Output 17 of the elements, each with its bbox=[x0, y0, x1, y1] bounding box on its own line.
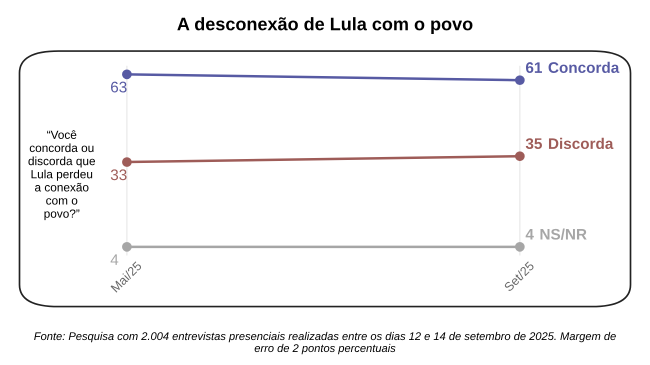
point bbox=[122, 242, 132, 252]
data-label: 33 bbox=[110, 169, 127, 180]
source-note: Fonte: Pesquisa com 2.004 entrevistas presenciais realizadas entre os dias 12 e 14 de setembro de 2025. Margem de erro de 2 pontos percentuais bbox=[34, 332, 616, 354]
series-label: Concorda bbox=[548, 62, 620, 73]
point bbox=[514, 75, 525, 86]
data-label: 4 bbox=[526, 229, 534, 240]
data-label: 61 bbox=[526, 62, 542, 73]
point bbox=[514, 151, 525, 162]
chart-title: A desconexão de Lula com o povo bbox=[177, 17, 472, 34]
point bbox=[514, 242, 525, 252]
series-label: NS/NR bbox=[540, 228, 587, 240]
annotation: “Você concorda ou discorda que Lula perdeu a conexão com o povo?” bbox=[28, 130, 96, 220]
point bbox=[122, 69, 132, 80]
data-label: 35 bbox=[526, 138, 542, 150]
data-label: 63 bbox=[111, 82, 127, 92]
point bbox=[122, 157, 132, 167]
series-label: Discorda bbox=[548, 138, 614, 150]
